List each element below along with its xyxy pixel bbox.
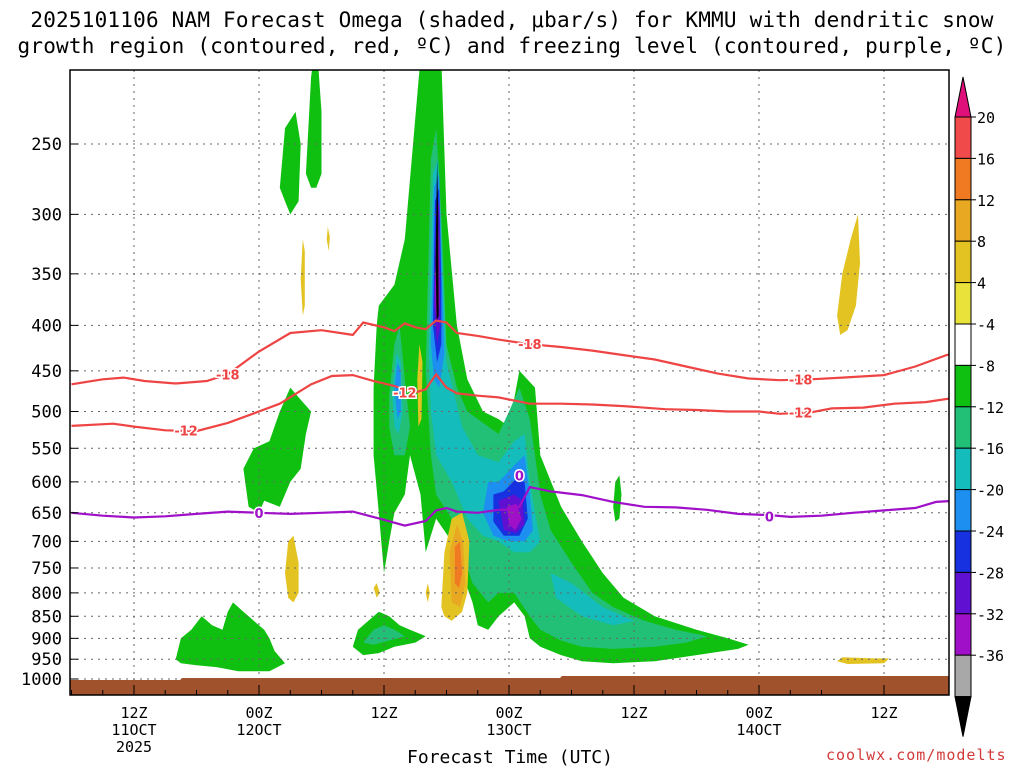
colorbar-label: -36 (977, 647, 1004, 665)
colorbar-label: 16 (977, 150, 995, 168)
y-tick-label-400: 400 (31, 316, 62, 336)
omega-region-4 (285, 535, 299, 603)
contour--12C (71, 372, 949, 433)
omega-region--4 (305, 70, 322, 188)
contour-label-0C: 0 (254, 507, 263, 522)
title-line-2: growth region (contoured, red, ºC) and f… (17, 34, 1007, 58)
x-tick-label-36: 12Z (370, 704, 397, 722)
y-axis: 2503003504004505005506006507007508008509… (21, 135, 78, 690)
colorbar-label: -4 (977, 316, 995, 334)
y-tick-label-950: 950 (31, 650, 62, 670)
y-tick-label-550: 550 (31, 439, 62, 459)
contour-label--18C: -18 (789, 373, 813, 388)
omega-region--8 (363, 625, 405, 645)
y-tick-label-300: 300 (31, 205, 62, 225)
contour-label--18C: -18 (518, 338, 542, 353)
omega-region-4 (326, 227, 330, 252)
x-tick-label-72: 00Z (745, 704, 772, 722)
omega-region--36 (435, 159, 439, 321)
contour-label--12C: -12 (789, 406, 813, 421)
x-tick-label-48: 00Z (495, 704, 522, 722)
y-tick-label-700: 700 (31, 532, 62, 552)
colorbar-label: -24 (977, 523, 1004, 541)
colorbar-label: 8 (977, 233, 986, 251)
x-tick-label-60: 12Z (620, 704, 647, 722)
colorbar-swatch (954, 240, 972, 284)
colorbar-label: -8 (977, 357, 995, 375)
colorbar-swatch (954, 406, 972, 449)
omega-region-4 (300, 239, 305, 316)
contour-label--12C: -12 (393, 387, 417, 402)
colorbar-label: 4 (977, 275, 986, 293)
colorbar-swatch (954, 613, 972, 656)
x-tick-label-84: 12Z (870, 704, 897, 722)
colorbar-swatch (954, 157, 972, 201)
omega-region--4 (613, 475, 622, 522)
title-line-1: 2025101106 NAM Forecast Omega (shaded, μ… (30, 8, 994, 32)
colorbar-swatch (954, 571, 972, 615)
omega-region--16 (394, 362, 401, 420)
y-tick-label-250: 250 (31, 135, 62, 155)
colorbar-swatch (954, 364, 972, 408)
colorbar-swatch (954, 489, 972, 532)
colorbar-swatch (954, 282, 972, 325)
omega-region--12 (428, 159, 541, 553)
chart-title: 2025101106 NAM Forecast Omega (shaded, μ… (0, 7, 1024, 59)
y-tick-label-900: 900 (31, 629, 62, 649)
colorbar-label: -20 (977, 482, 1004, 500)
y-tick-label-350: 350 (31, 265, 62, 285)
contour-0C (71, 485, 949, 527)
contour--18C (71, 319, 949, 386)
x-tick-label-12: 12Z (120, 704, 147, 722)
colorbar-swatch (954, 447, 972, 491)
watermark: coolwx.com/modelts (826, 746, 1007, 764)
x-tick-label-72: 14OCT (736, 721, 781, 739)
contour-label-0C: 0 (515, 469, 524, 484)
colorbar-label: -32 (977, 606, 1004, 624)
omega-region-4 (417, 344, 423, 427)
colorbar-swatch (954, 654, 972, 698)
x-tick-label-24: 12OCT (236, 721, 281, 739)
colorbar-bottom-arrow (954, 696, 972, 737)
x-tick-label-48: 13OCT (486, 721, 531, 739)
x-axis-label: Forecast Time (UTC) (407, 747, 613, 768)
colorbar-label: -28 (977, 564, 1004, 582)
colorbar-label: 20 (977, 109, 995, 127)
colorbar-swatch (954, 530, 972, 573)
x-tick-label-12: 11OCT (111, 721, 156, 739)
y-tick-label-800: 800 (31, 584, 62, 604)
colorbar-swatch (954, 116, 972, 159)
colorbar-swatch (954, 323, 972, 366)
colorbar-top-arrow (954, 76, 972, 118)
temperature-contours: -18 -18 -18 -12 -12 -12 0 0 0 (71, 319, 949, 527)
y-tick-label-600: 600 (31, 473, 62, 493)
omega-region-4 (837, 214, 860, 335)
omega-region--4 (279, 111, 301, 215)
contour-label-0C: 0 (765, 510, 774, 525)
contour-label--18C: -18 (216, 368, 240, 383)
colorbar-label: 12 (977, 192, 995, 210)
x-tick-label-24: 00Z (245, 704, 272, 722)
contour-label--12C: -12 (174, 424, 198, 439)
y-tick-label-1000: 1000 (21, 670, 62, 690)
omega-region--12 (550, 573, 634, 626)
colorbar-label: -12 (977, 399, 1004, 417)
y-tick-label-750: 750 (31, 559, 62, 579)
y-tick-label-650: 650 (31, 504, 62, 524)
colorbar-label: -16 (977, 440, 1004, 458)
omega-shading (175, 70, 890, 672)
omega-region-12 (454, 541, 463, 588)
y-tick-label-500: 500 (31, 403, 62, 423)
omega-region-4 (373, 583, 380, 598)
y-tick-label-850: 850 (31, 607, 62, 627)
omega-region--4 (175, 602, 285, 672)
colorbar-swatch (954, 199, 972, 242)
y-tick-label-450: 450 (31, 362, 62, 382)
colorbar-legend: 20 16 12 8 4 -4 -8 -12 -16 -20 -24 -28 -32 -36 (954, 76, 1004, 737)
x-tick-label-12: 2025 (116, 738, 152, 756)
